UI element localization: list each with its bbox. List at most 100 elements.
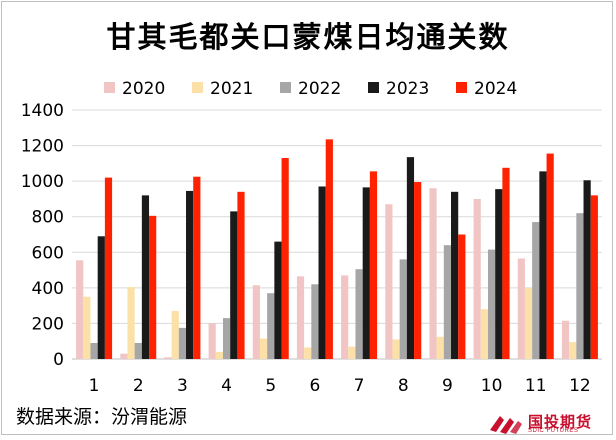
grid-lines (72, 109, 602, 360)
bar-2022-6 (311, 284, 319, 359)
logo-english: SDIC FUTURES (528, 428, 579, 434)
x-tick-label-8: 8 (398, 376, 409, 396)
bar-2020-8 (385, 204, 393, 359)
bar-2022-4 (222, 318, 231, 359)
y-tick-label-800: 800 (32, 208, 64, 228)
y-tick-label-600: 600 (32, 243, 64, 263)
bar-2024-8 (414, 182, 422, 359)
x-axis-ticks: 1 2 3 4 5 6 7 8 9 10 11 12 (89, 376, 591, 396)
bar-2024-9 (458, 234, 466, 359)
bar-2024-10 (502, 167, 510, 359)
y-tick-label-200: 200 (32, 314, 64, 334)
bar-2024-7 (369, 171, 378, 359)
chart-frame (1, 1, 613, 435)
y-tick-label-1000: 1000 (21, 172, 64, 192)
logo-name: 国投期货 (528, 413, 593, 431)
bar-2023-1 (97, 236, 105, 359)
bar-2023-8 (406, 157, 415, 359)
bar-2022-5 (267, 293, 275, 359)
x-tick-label-7: 7 (354, 376, 365, 396)
bar-2021-7 (348, 346, 356, 359)
bar-2022-3 (178, 327, 187, 359)
bars (76, 139, 598, 359)
bar-2024-11 (546, 153, 554, 359)
bar-2021-12 (569, 342, 577, 359)
bar-2020-10 (473, 198, 481, 359)
bar-2020-5 (252, 285, 260, 359)
bar-2023-2 (141, 195, 150, 359)
bar-2022-11 (532, 222, 540, 359)
bar-2020-12 (561, 320, 570, 359)
bar-2024-1 (104, 177, 113, 359)
legend-swatch-2021 (192, 82, 203, 93)
bar-2021-8 (392, 339, 400, 359)
x-tick-label-6: 6 (310, 376, 321, 396)
legend-label-2022: 2022 (298, 79, 341, 99)
bar-2021-1 (83, 296, 91, 359)
legend-label-2021: 2021 (210, 79, 253, 99)
legend-label-2024: 2024 (474, 79, 517, 99)
bar-2022-1 (90, 342, 98, 359)
x-tick-label-12: 12 (569, 376, 591, 396)
bar-2020-2 (120, 353, 128, 359)
x-tick-label-4: 4 (221, 376, 232, 396)
bar-2023-6 (318, 186, 326, 359)
bar-2022-8 (399, 259, 407, 359)
x-tick-label-1: 1 (89, 376, 100, 396)
x-tick-label-3: 3 (177, 376, 188, 396)
x-tick-label-11: 11 (525, 376, 547, 396)
bar-2022-12 (576, 213, 584, 359)
bar-2022-10 (487, 249, 496, 359)
bar-2020-9 (429, 188, 437, 359)
x-tick-label-2: 2 (133, 376, 144, 396)
bar-2021-3 (171, 310, 179, 359)
bar-2023-3 (186, 190, 194, 359)
bar-2024-5 (281, 158, 289, 359)
bar-2023-4 (230, 211, 238, 359)
bar-2020-1 (76, 260, 84, 359)
bar-2022-9 (443, 245, 452, 359)
sdic-logo-icon (490, 416, 522, 434)
bar-2024-6 (325, 139, 333, 359)
bar-2021-4 (215, 351, 223, 359)
bar-2024-4 (237, 191, 245, 359)
bar-2020-7 (341, 275, 349, 359)
bar-2022-2 (134, 342, 142, 359)
bar-2022-7 (355, 269, 363, 359)
y-tick-label-400: 400 (32, 279, 64, 299)
bar-2024-2 (149, 215, 157, 359)
legend: 2020 2021 2022 2023 2024 (104, 79, 517, 99)
legend-swatch-2024 (456, 82, 467, 93)
bar-2021-11 (524, 287, 533, 359)
bar-2021-6 (304, 347, 312, 359)
y-tick-label-1400: 1400 (21, 101, 64, 121)
x-tick-label-10: 10 (481, 376, 503, 396)
bar-2023-11 (539, 171, 547, 359)
legend-label-2020: 2020 (122, 79, 165, 99)
x-tick-label-9: 9 (442, 376, 453, 396)
bar-2021-9 (436, 336, 444, 359)
bar-2024-12 (590, 195, 598, 359)
y-axis-ticks: 0 200 400 600 800 1000 1200 1400 (21, 101, 64, 370)
bar-2024-3 (193, 176, 201, 359)
bar-2023-7 (362, 187, 370, 359)
y-tick-label-1200: 1200 (21, 137, 64, 157)
legend-label-2023: 2023 (386, 79, 429, 99)
source-note: 数据来源：汾渭能源 (16, 406, 188, 428)
y-tick-label-0: 0 (53, 350, 64, 370)
bar-2023-12 (583, 180, 591, 359)
legend-swatch-2022 (280, 82, 291, 93)
bar-2020-6 (296, 276, 305, 359)
x-tick-label-5: 5 (265, 376, 276, 396)
bar-2020-4 (208, 323, 216, 359)
bar-2021-10 (480, 309, 488, 359)
bar-2023-5 (274, 241, 282, 359)
sdic-logo: 国投期货 SDIC FUTURES (486, 410, 610, 436)
bar-2023-9 (451, 191, 459, 359)
legend-swatch-2020 (104, 82, 115, 93)
bar-2021-5 (259, 338, 268, 359)
bar-2023-10 (495, 189, 503, 359)
bar-2020-3 (164, 357, 172, 359)
chart-title: 甘其毛都关口蒙煤日均通关数 (106, 20, 510, 54)
